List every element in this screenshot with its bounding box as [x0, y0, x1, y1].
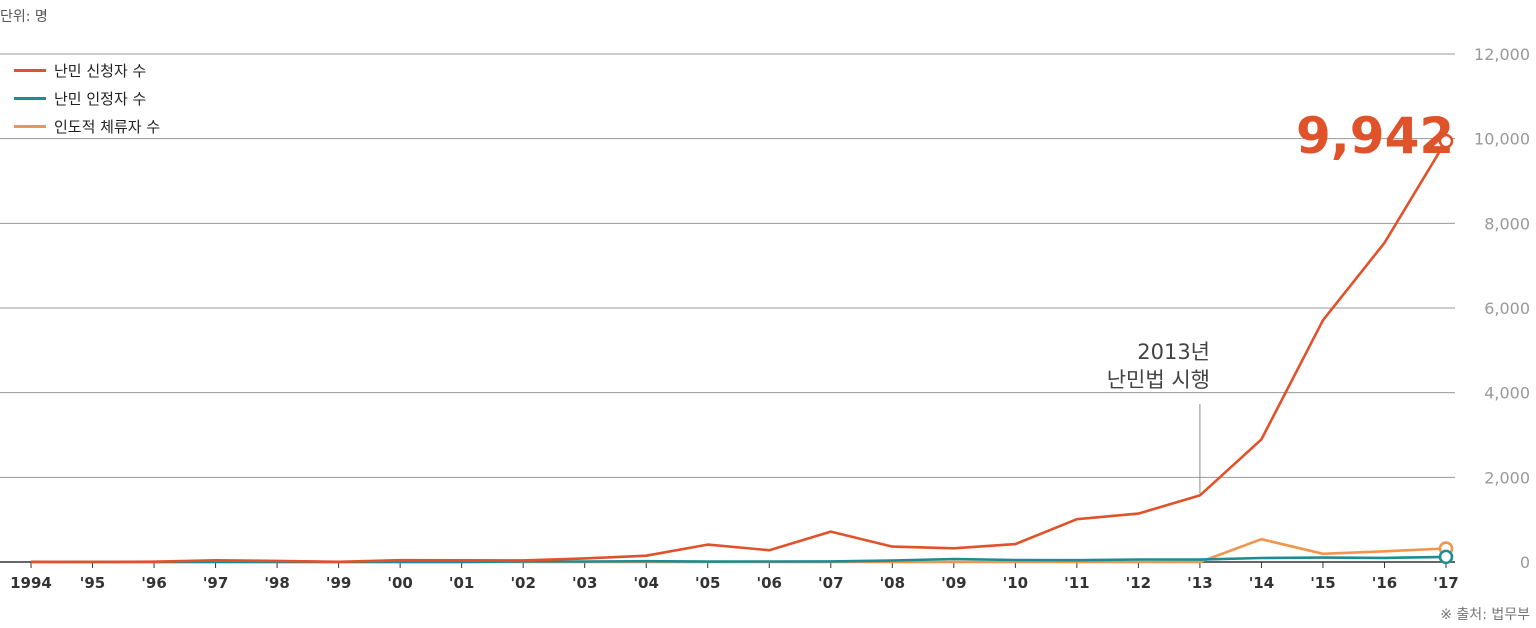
source-label: ※ 출처: 법무부 — [1440, 607, 1530, 623]
x-tick-label: '14 — [1249, 574, 1274, 592]
legend-swatch — [14, 96, 46, 100]
legend-item-recognized: 난민 인정자 수 — [14, 84, 160, 112]
legend-item-applicants: 난민 신청자 수 — [14, 56, 160, 84]
y-tick-label: 12,000 — [1474, 45, 1530, 64]
series-line-0 — [30, 140, 1448, 564]
x-tick-label: '16 — [1372, 574, 1397, 592]
series-lines — [30, 140, 1448, 564]
y-tick-label: 4,000 — [1484, 384, 1530, 403]
gridlines — [0, 53, 1455, 563]
x-tick-label: 1994 — [10, 574, 52, 592]
x-tick-label: '11 — [1064, 574, 1089, 592]
x-tick-label: '96 — [141, 574, 166, 592]
end-marker-1 — [1438, 549, 1454, 565]
x-tick-label: '15 — [1310, 574, 1335, 592]
legend-label: 난민 신청자 수 — [54, 61, 147, 80]
y-axis-ticks: 0 2,000 4,000 6,000 8,000 10,000 12,000 — [1474, 45, 1530, 572]
x-tick-label: '04 — [633, 574, 658, 592]
x-tick-label: '06 — [757, 574, 782, 592]
end-marker-0 — [1438, 133, 1454, 149]
x-tick-label: '02 — [510, 574, 535, 592]
final-value-callout: 9,942 — [1296, 107, 1455, 165]
y-tick-label: 10,000 — [1474, 130, 1530, 149]
x-tick-label: '03 — [572, 574, 597, 592]
legend-swatch — [14, 124, 46, 128]
annotation-year: 2013년 — [1137, 340, 1210, 364]
unit-label: 단위: 명 — [0, 9, 48, 25]
x-tick-label: '09 — [941, 574, 966, 592]
x-tick-label: '95 — [80, 574, 105, 592]
legend: 난민 신청자 수 난민 인정자 수 인도적 체류자 수 — [14, 56, 160, 140]
y-tick-label: 6,000 — [1484, 299, 1530, 318]
y-tick-label: 8,000 — [1484, 214, 1530, 233]
x-tick-label: '05 — [695, 574, 720, 592]
annotation-text: 난민법 시행 — [1106, 368, 1210, 392]
x-tick-label: '17 — [1433, 574, 1458, 592]
legend-swatch — [14, 68, 46, 72]
legend-label: 난민 인정자 수 — [54, 89, 147, 108]
x-tick-label: '07 — [818, 574, 843, 592]
x-tick-label: '01 — [449, 574, 474, 592]
x-axis-ticks: 1994 '95 '96 '97 '98 '99 '00 '01 '02 '03 '04 '05 '06… — [10, 562, 1459, 592]
x-tick-label: '00 — [387, 574, 412, 592]
refugee-act-annotation: 2013년 난민법 시행 — [1060, 338, 1210, 394]
x-tick-label: '99 — [326, 574, 351, 592]
end-markers — [1438, 133, 1454, 565]
legend-label: 인도적 체류자 수 — [54, 117, 161, 136]
y-tick-label: 2,000 — [1484, 468, 1530, 487]
x-tick-label: '12 — [1126, 574, 1151, 592]
y-tick-label: 0 — [1520, 553, 1530, 572]
x-tick-label: '97 — [203, 574, 228, 592]
x-tick-label: '10 — [1003, 574, 1028, 592]
legend-item-humanitarian: 인도적 체류자 수 — [14, 112, 160, 140]
x-tick-label: '13 — [1187, 574, 1212, 592]
x-tick-label: '98 — [264, 574, 289, 592]
x-tick-label: '08 — [880, 574, 905, 592]
